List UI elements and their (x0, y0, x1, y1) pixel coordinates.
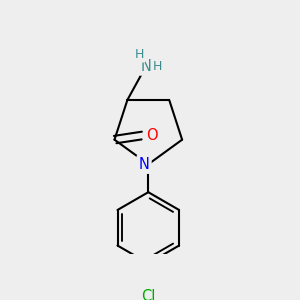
Text: N: N (139, 157, 149, 172)
Text: H: H (135, 48, 144, 61)
Text: N: N (141, 58, 152, 74)
Text: Cl: Cl (141, 289, 155, 300)
Text: H: H (153, 60, 163, 73)
Text: O: O (146, 128, 158, 143)
